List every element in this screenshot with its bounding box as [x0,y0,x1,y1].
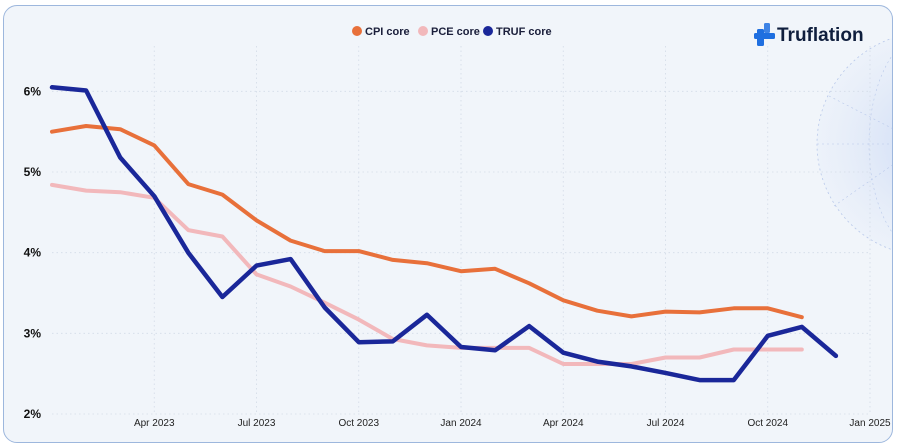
legend-label: CPI core [365,26,410,38]
legend-label: PCE core [431,26,480,38]
x-tick-label: Oct 2023 [338,418,379,429]
series-group [49,85,839,383]
series-line-pce-core [50,182,804,366]
legend-marker [352,26,362,36]
x-tick-label: Jan 2024 [440,418,482,429]
legend: CPI core PCE core TRUF core [352,26,552,38]
y-axis: 6% 5% 4% 3% 2% [24,84,42,421]
line-chart: 6% 5% 4% 3% 2% Apr 2023 Jul 2023 Oct 2023 Jan 2… [24,23,892,429]
truflation-logo-icon [754,23,775,46]
y-tick-label: 5% [24,165,42,179]
y-tick-label: 2% [24,407,42,421]
legend-label: TRUF core [496,26,552,38]
x-tick-label: Apr 2023 [134,418,175,429]
series-line-cpi-core [50,124,804,320]
x-tick-label: Oct 2024 [747,418,788,429]
y-tick-label: 4% [24,246,42,260]
y-tick-label: 3% [24,326,42,340]
x-tick-label: Jan 2025 [849,418,891,429]
legend-marker [418,26,428,36]
x-tick-label: Jul 2024 [647,418,685,429]
series-line-truf-core [49,85,839,383]
x-tick-label: Apr 2024 [543,418,584,429]
legend-marker [483,26,493,36]
globe-decoration [816,37,892,251]
y-tick-label: 6% [24,84,42,98]
x-tick-label: Jul 2023 [238,418,276,429]
x-axis: Apr 2023 Jul 2023 Oct 2023 Jan 2024 Apr 2024… [134,418,891,429]
chart-card: 6% 5% 4% 3% 2% Apr 2023 Jul 2023 Oct 2023 Jan 2… [3,5,893,443]
brand-name: Truflation [777,25,864,46]
truflation-logo: Truflation [754,23,864,46]
